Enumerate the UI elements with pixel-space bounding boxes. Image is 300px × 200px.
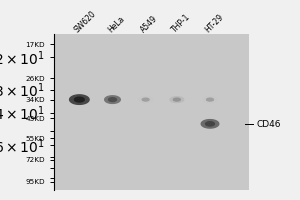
Text: A549: A549 xyxy=(139,14,160,35)
Polygon shape xyxy=(207,98,213,101)
Text: CD46: CD46 xyxy=(257,120,281,129)
Polygon shape xyxy=(70,95,89,104)
Text: HeLa: HeLa xyxy=(106,15,126,35)
Polygon shape xyxy=(105,96,120,103)
Polygon shape xyxy=(109,98,116,102)
Polygon shape xyxy=(142,98,149,101)
Polygon shape xyxy=(170,97,184,102)
Polygon shape xyxy=(173,98,180,101)
Text: HT-29: HT-29 xyxy=(204,13,226,35)
Polygon shape xyxy=(201,120,219,128)
Text: THP-1: THP-1 xyxy=(170,13,193,35)
Polygon shape xyxy=(74,97,84,102)
Polygon shape xyxy=(139,97,152,102)
Polygon shape xyxy=(203,97,217,102)
Text: SW620: SW620 xyxy=(73,10,98,35)
Polygon shape xyxy=(206,122,214,126)
